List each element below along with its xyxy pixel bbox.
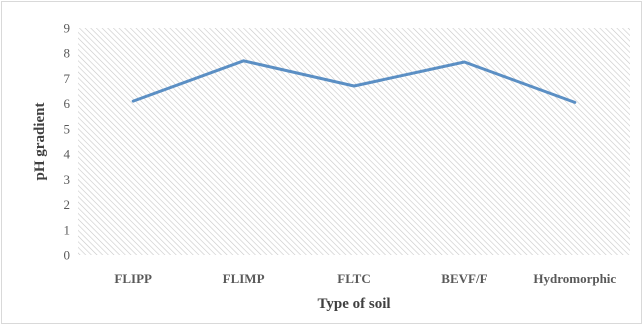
y-tick-label: 1	[64, 222, 71, 237]
x-tick-label: FLIPP	[114, 271, 152, 286]
y-axis-title: pH gradient	[32, 103, 48, 181]
x-tick-label: FLIMP	[223, 271, 265, 286]
y-tick-label: 0	[64, 248, 71, 263]
y-tick-label: 2	[64, 197, 71, 212]
plot-area	[78, 28, 630, 255]
y-tick-label: 7	[64, 71, 71, 86]
y-tick-label: 8	[64, 46, 71, 61]
x-tick-label: FLTC	[337, 271, 370, 286]
y-tick-label: 3	[64, 172, 71, 187]
x-tick-label: BEVF/F	[441, 271, 487, 286]
series-line	[131, 59, 577, 104]
series-group	[131, 59, 577, 104]
y-tick-label: 4	[64, 147, 71, 162]
x-tick-label: Hydromorphic	[533, 271, 616, 286]
x-axis-ticks: FLIPP FLIMP FLTC BEVF/F Hydromorphic	[114, 271, 616, 286]
y-tick-label: 6	[64, 96, 71, 111]
y-axis-ticks: 0 1 2 3 4 5 6 7 8 9	[64, 21, 71, 263]
x-axis-title: Type of soil	[317, 296, 390, 312]
y-tick-label: 9	[64, 21, 71, 36]
y-tick-label: 5	[64, 121, 71, 136]
